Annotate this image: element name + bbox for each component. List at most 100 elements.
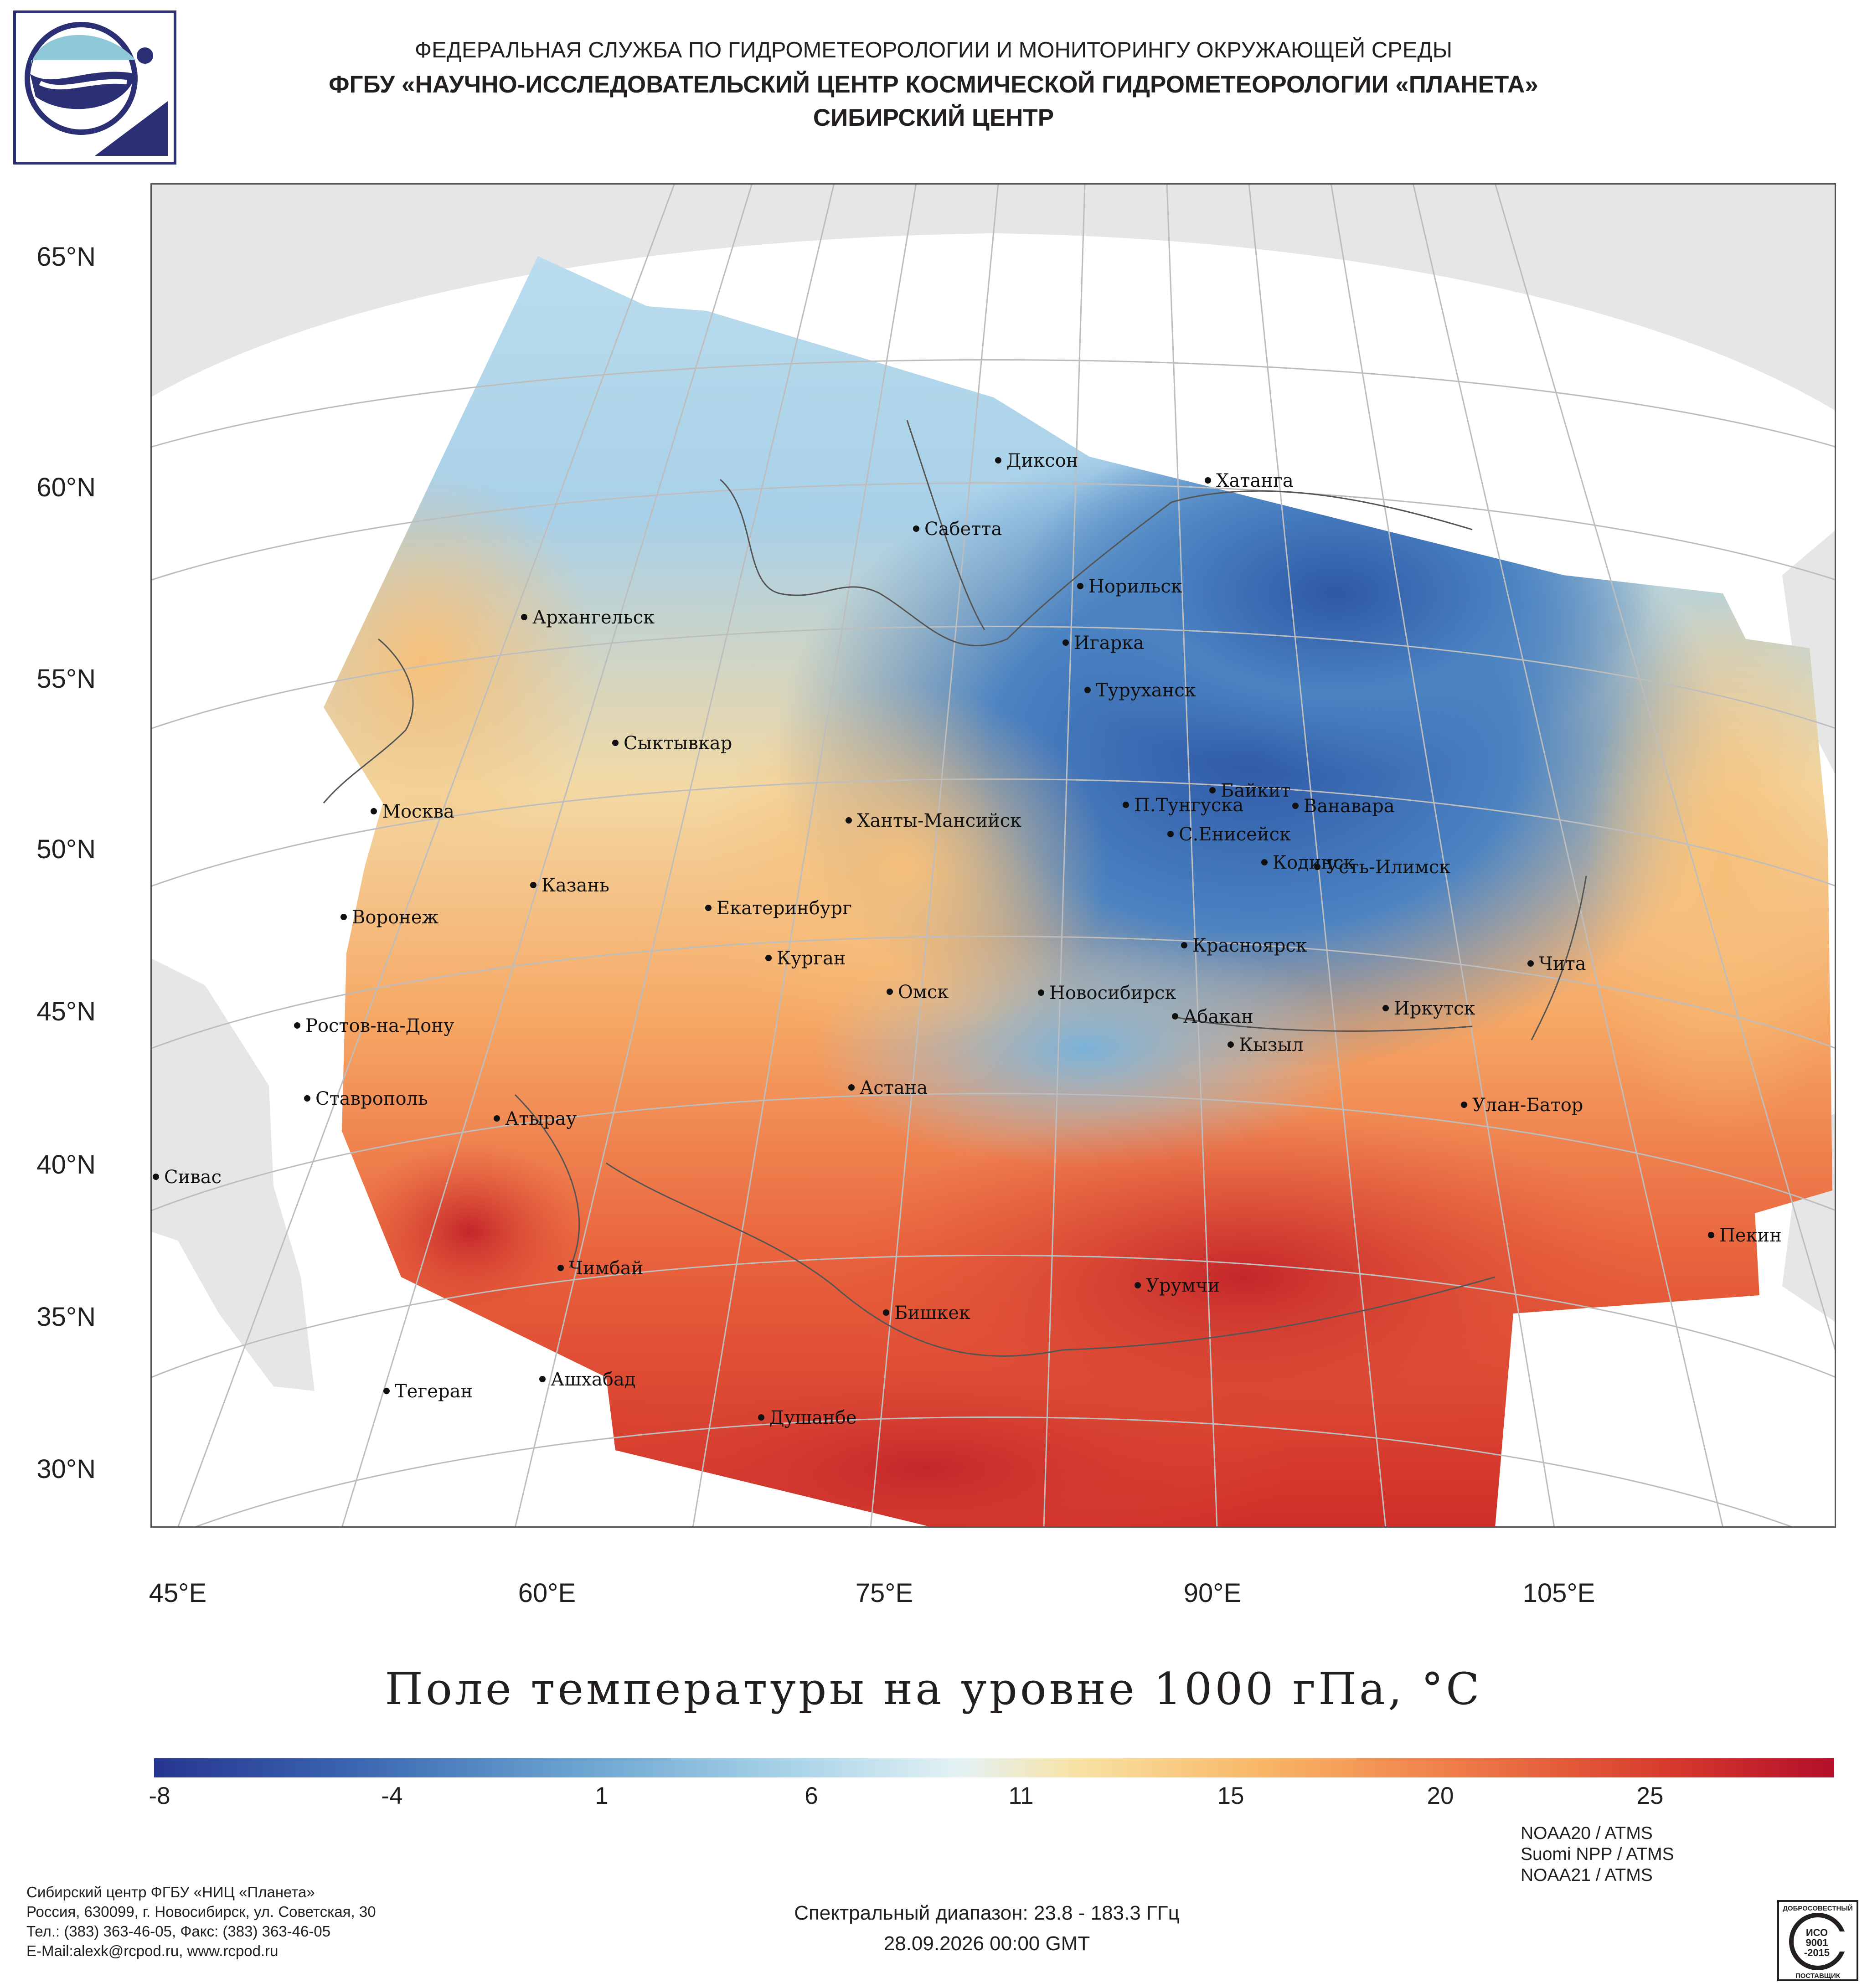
city-dot bbox=[1135, 1282, 1141, 1288]
city-dot bbox=[1172, 1013, 1178, 1020]
city-marker: Казань bbox=[530, 875, 609, 896]
city-dot bbox=[1527, 960, 1534, 967]
colorbar-title: Поле температуры на уровне 1000 гПа, °С bbox=[385, 1664, 1482, 1715]
city-marker: Игарка bbox=[1062, 633, 1144, 654]
city-marker: Байкит bbox=[1209, 780, 1291, 801]
city-label: Усть-Илимск bbox=[1325, 857, 1450, 878]
city-label: Омск bbox=[898, 982, 949, 1003]
colorbar bbox=[154, 1758, 1834, 1777]
city-marker: Усть-Илимск bbox=[1314, 857, 1450, 878]
colorbar-tick: 1 bbox=[595, 1782, 609, 1809]
city-marker: Иркутск bbox=[1382, 998, 1475, 1019]
city-dot bbox=[530, 882, 536, 888]
agency-title: ФЕДЕРАЛЬНАЯ СЛУЖБА ПО ГИДРОМЕТЕОРОЛОГИИ … bbox=[414, 38, 1453, 62]
city-marker: Омск bbox=[887, 982, 949, 1003]
city-label: Екатеринбург bbox=[717, 898, 852, 919]
city-marker: Чита bbox=[1527, 953, 1586, 974]
city-label: Красноярск bbox=[1192, 935, 1307, 956]
svg-text:9001: 9001 bbox=[1806, 1937, 1828, 1948]
city-label: Ханты-Мансийск bbox=[857, 810, 1021, 831]
city-marker: Тегеран bbox=[383, 1381, 473, 1402]
colorbar-tick: 25 bbox=[1636, 1782, 1664, 1809]
city-dot bbox=[294, 1022, 300, 1029]
city-marker: Москва bbox=[371, 801, 454, 822]
city-marker: Ханты-Мансийск bbox=[846, 810, 1021, 831]
colorbar-tick: 20 bbox=[1427, 1782, 1454, 1809]
city-marker: Чимбай bbox=[557, 1258, 643, 1279]
city-marker: Екатеринбург bbox=[705, 898, 852, 919]
city-marker: Кодинск bbox=[1261, 852, 1355, 873]
city-marker: Ставрополь bbox=[304, 1088, 428, 1109]
city-label: Бишкек bbox=[894, 1303, 970, 1324]
city-label: Архангельск bbox=[532, 607, 655, 628]
city-label: Казань bbox=[542, 875, 609, 896]
datetime: 28.09.2026 00:00 GMT bbox=[883, 1932, 1090, 1955]
spectral-range: Спектральный диапазон: 23.8 - 183.3 ГГц bbox=[794, 1902, 1180, 1924]
city-dot bbox=[1167, 831, 1174, 837]
city-label: Астана bbox=[860, 1077, 928, 1098]
city-marker: Диксон bbox=[995, 450, 1078, 471]
city-label: П.Тунгуска bbox=[1134, 795, 1243, 816]
city-marker: Хатанга bbox=[1205, 470, 1294, 491]
org-address: Сибирский центр ФГБУ «НИЦ «Планета» Росс… bbox=[26, 1884, 376, 1959]
city-label: Тегеран bbox=[395, 1381, 473, 1402]
city-dot bbox=[1084, 687, 1091, 693]
colorbar-tick: 15 bbox=[1217, 1782, 1244, 1809]
city-marker: Улан-Батор bbox=[1461, 1095, 1583, 1116]
lat-label-65: 65°N bbox=[36, 242, 96, 272]
colorbar-tick: 11 bbox=[1008, 1782, 1034, 1809]
city-dot bbox=[758, 1414, 764, 1421]
city-dot bbox=[1461, 1102, 1467, 1108]
city-label: Сивас bbox=[164, 1167, 222, 1188]
city-dot bbox=[1209, 787, 1216, 793]
city-marker: Астана bbox=[848, 1077, 928, 1098]
city-dot bbox=[1123, 802, 1129, 808]
city-marker: С.Енисейск bbox=[1167, 824, 1291, 845]
colorbar-tick: -4 bbox=[381, 1782, 403, 1809]
city-label: Игарка bbox=[1074, 633, 1144, 654]
city-dot bbox=[340, 914, 347, 920]
city-marker: Красноярск bbox=[1181, 935, 1307, 956]
lat-label-35: 35°N bbox=[36, 1302, 96, 1332]
colorbar-tick: -8 bbox=[149, 1782, 170, 1809]
city-dot bbox=[383, 1388, 390, 1394]
city-marker: Душанбе bbox=[758, 1407, 857, 1428]
svg-text:-2015: -2015 bbox=[1804, 1947, 1830, 1958]
city-dot bbox=[304, 1095, 310, 1102]
city-dot bbox=[557, 1265, 564, 1271]
city-marker: Атырау bbox=[494, 1108, 577, 1129]
city-marker: Урумчи bbox=[1135, 1275, 1220, 1296]
city-dot bbox=[1314, 864, 1320, 870]
city-dot bbox=[1181, 942, 1187, 948]
colorbar-tick: 6 bbox=[805, 1782, 818, 1809]
city-label: Душанбе bbox=[769, 1407, 857, 1428]
city-label: Воронеж bbox=[352, 907, 438, 928]
graticule bbox=[150, 183, 1836, 1528]
city-marker: Архангельск bbox=[521, 607, 655, 628]
city-marker: Абакан bbox=[1172, 1006, 1253, 1027]
city-label: Улан-Батор bbox=[1472, 1095, 1583, 1116]
lat-label-40: 40°N bbox=[36, 1150, 96, 1179]
city-label: Хатанга bbox=[1216, 470, 1294, 491]
city-dot bbox=[846, 817, 852, 824]
lat-label-50: 50°N bbox=[36, 834, 96, 864]
city-dot bbox=[883, 1309, 889, 1316]
lat-label-30: 30°N bbox=[36, 1454, 96, 1484]
city-dot bbox=[153, 1174, 159, 1180]
city-dot bbox=[612, 740, 619, 746]
city-label: Кызыл bbox=[1239, 1035, 1304, 1056]
lat-label-55: 55°N bbox=[36, 664, 96, 694]
city-dot bbox=[1227, 1041, 1234, 1048]
city-dot bbox=[521, 614, 527, 620]
city-label: Кодинск bbox=[1273, 852, 1355, 873]
city-marker: Кызыл bbox=[1227, 1035, 1304, 1056]
temperature-map: Диксон Хатанга Сабетта Норильск Архангельск И… bbox=[150, 183, 1836, 1528]
city-label: Чимбай bbox=[569, 1258, 643, 1279]
coastlines bbox=[323, 420, 1587, 1357]
city-marker: Ростов-на-Дону bbox=[294, 1015, 454, 1036]
lat-label-45: 45°N bbox=[36, 997, 96, 1026]
city-dot bbox=[1062, 639, 1069, 646]
city-label: Диксон bbox=[1006, 450, 1078, 471]
city-dot bbox=[1205, 477, 1211, 484]
city-dot bbox=[848, 1084, 855, 1091]
